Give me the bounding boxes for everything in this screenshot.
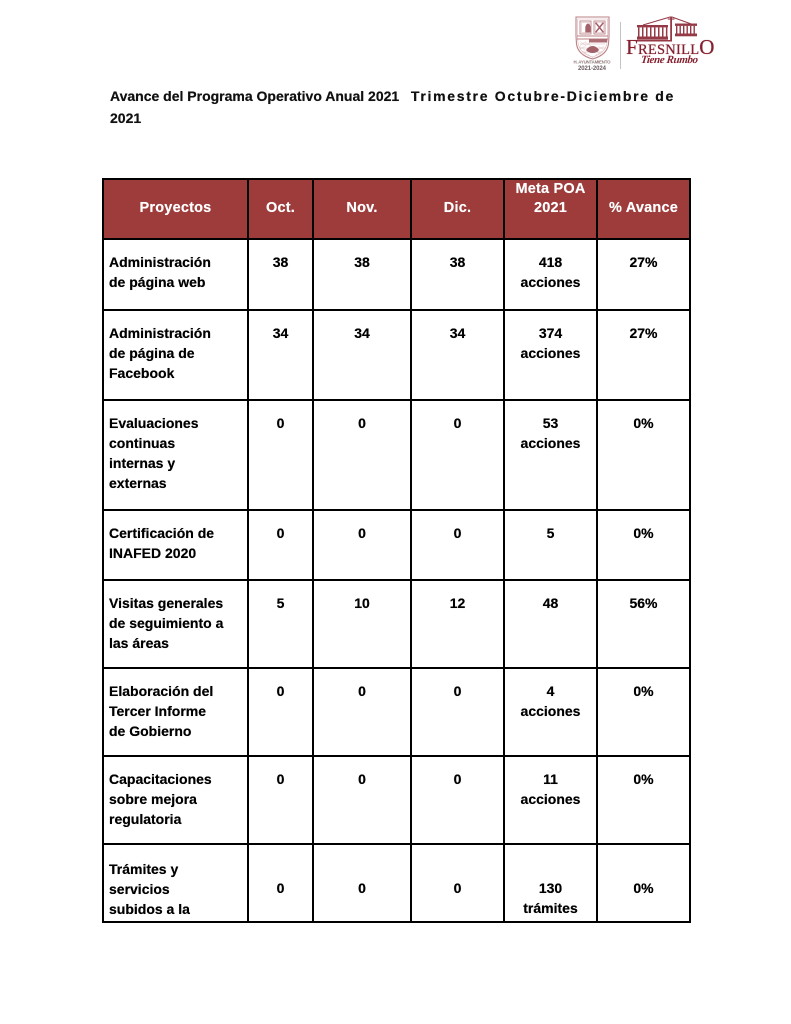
svg-text:2021-2024: 2021-2024 xyxy=(578,66,607,72)
svg-text:H. AYUNTAMIENTO: H. AYUNTAMIENTO xyxy=(574,60,612,65)
